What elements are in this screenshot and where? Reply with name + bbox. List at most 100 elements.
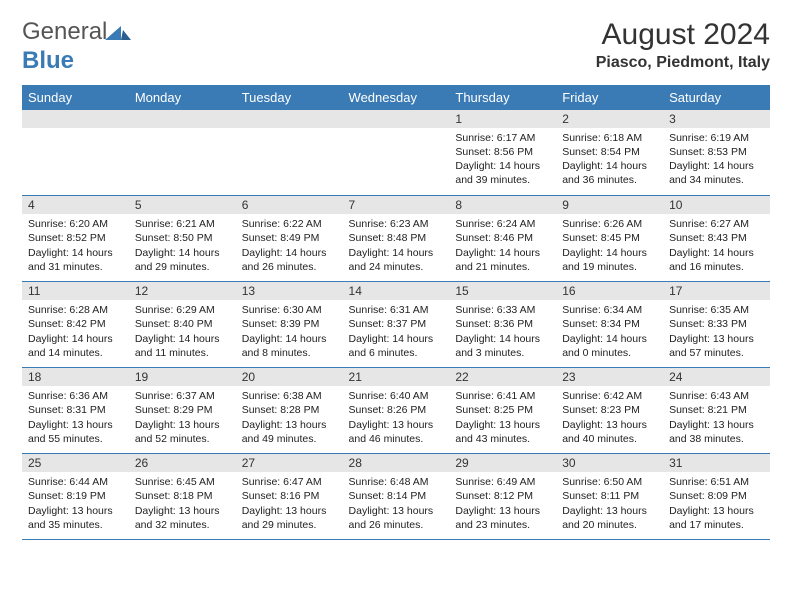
calendar-page: GeneralBlue August 2024 Piasco, Piedmont…: [0, 0, 792, 550]
calendar-day-cell: 2Sunrise: 6:18 AMSunset: 8:54 PMDaylight…: [556, 110, 663, 196]
day-details: Sunrise: 6:29 AMSunset: 8:40 PMDaylight:…: [129, 300, 236, 364]
day-header: Tuesday: [236, 85, 343, 110]
calendar-day-cell: 28Sunrise: 6:48 AMSunset: 8:14 PMDayligh…: [343, 454, 450, 540]
calendar-day-cell: 26Sunrise: 6:45 AMSunset: 8:18 PMDayligh…: [129, 454, 236, 540]
day-number: 26: [129, 454, 236, 472]
calendar-day-cell: 7Sunrise: 6:23 AMSunset: 8:48 PMDaylight…: [343, 196, 450, 282]
calendar-day-cell: [129, 110, 236, 196]
day-number: 31: [663, 454, 770, 472]
day-number: 21: [343, 368, 450, 386]
day-number: 8: [449, 196, 556, 214]
day-number: 13: [236, 282, 343, 300]
day-details: Sunrise: 6:42 AMSunset: 8:23 PMDaylight:…: [556, 386, 663, 450]
day-number: 7: [343, 196, 450, 214]
day-details: Sunrise: 6:23 AMSunset: 8:48 PMDaylight:…: [343, 214, 450, 278]
brand-part1: General: [22, 18, 107, 45]
calendar-day-cell: 12Sunrise: 6:29 AMSunset: 8:40 PMDayligh…: [129, 282, 236, 368]
day-details: Sunrise: 6:45 AMSunset: 8:18 PMDaylight:…: [129, 472, 236, 536]
calendar-day-cell: 10Sunrise: 6:27 AMSunset: 8:43 PMDayligh…: [663, 196, 770, 282]
day-number: 15: [449, 282, 556, 300]
day-number: 10: [663, 196, 770, 214]
day-number: 16: [556, 282, 663, 300]
day-number: 11: [22, 282, 129, 300]
day-details: Sunrise: 6:40 AMSunset: 8:26 PMDaylight:…: [343, 386, 450, 450]
day-number: 19: [129, 368, 236, 386]
day-details: Sunrise: 6:26 AMSunset: 8:45 PMDaylight:…: [556, 214, 663, 278]
day-number: 9: [556, 196, 663, 214]
header: GeneralBlue August 2024 Piasco, Piedmont…: [22, 18, 770, 75]
day-details: Sunrise: 6:38 AMSunset: 8:28 PMDaylight:…: [236, 386, 343, 450]
title-block: August 2024 Piasco, Piedmont, Italy: [596, 18, 770, 72]
day-number: [236, 110, 343, 128]
calendar-week-row: 4Sunrise: 6:20 AMSunset: 8:52 PMDaylight…: [22, 196, 770, 282]
day-header: Thursday: [449, 85, 556, 110]
day-details: Sunrise: 6:28 AMSunset: 8:42 PMDaylight:…: [22, 300, 129, 364]
day-details: Sunrise: 6:37 AMSunset: 8:29 PMDaylight:…: [129, 386, 236, 450]
day-number: 22: [449, 368, 556, 386]
day-number: 12: [129, 282, 236, 300]
day-number: 18: [22, 368, 129, 386]
day-number: 1: [449, 110, 556, 128]
day-header: Monday: [129, 85, 236, 110]
day-number: [343, 110, 450, 128]
month-title: August 2024: [596, 18, 770, 52]
day-details: Sunrise: 6:48 AMSunset: 8:14 PMDaylight:…: [343, 472, 450, 536]
calendar-day-cell: 16Sunrise: 6:34 AMSunset: 8:34 PMDayligh…: [556, 282, 663, 368]
day-details: Sunrise: 6:24 AMSunset: 8:46 PMDaylight:…: [449, 214, 556, 278]
calendar-week-row: 18Sunrise: 6:36 AMSunset: 8:31 PMDayligh…: [22, 368, 770, 454]
calendar-day-cell: 8Sunrise: 6:24 AMSunset: 8:46 PMDaylight…: [449, 196, 556, 282]
day-details: Sunrise: 6:49 AMSunset: 8:12 PMDaylight:…: [449, 472, 556, 536]
day-header: Sunday: [22, 85, 129, 110]
calendar-day-cell: 31Sunrise: 6:51 AMSunset: 8:09 PMDayligh…: [663, 454, 770, 540]
brand-text: GeneralBlue: [22, 18, 131, 75]
day-number: 29: [449, 454, 556, 472]
day-number: 20: [236, 368, 343, 386]
calendar-day-cell: [343, 110, 450, 196]
day-details: Sunrise: 6:22 AMSunset: 8:49 PMDaylight:…: [236, 214, 343, 278]
day-number: 28: [343, 454, 450, 472]
calendar-day-cell: 21Sunrise: 6:40 AMSunset: 8:26 PMDayligh…: [343, 368, 450, 454]
calendar-day-cell: 11Sunrise: 6:28 AMSunset: 8:42 PMDayligh…: [22, 282, 129, 368]
calendar-head: SundayMondayTuesdayWednesdayThursdayFrid…: [22, 85, 770, 110]
day-number: 27: [236, 454, 343, 472]
day-details: Sunrise: 6:19 AMSunset: 8:53 PMDaylight:…: [663, 128, 770, 192]
day-details: Sunrise: 6:34 AMSunset: 8:34 PMDaylight:…: [556, 300, 663, 364]
calendar-day-cell: 9Sunrise: 6:26 AMSunset: 8:45 PMDaylight…: [556, 196, 663, 282]
calendar-day-cell: 25Sunrise: 6:44 AMSunset: 8:19 PMDayligh…: [22, 454, 129, 540]
brand-logo: GeneralBlue: [22, 18, 131, 75]
calendar-day-cell: 15Sunrise: 6:33 AMSunset: 8:36 PMDayligh…: [449, 282, 556, 368]
day-details: Sunrise: 6:27 AMSunset: 8:43 PMDaylight:…: [663, 214, 770, 278]
day-details: Sunrise: 6:50 AMSunset: 8:11 PMDaylight:…: [556, 472, 663, 536]
day-header: Wednesday: [343, 85, 450, 110]
calendar-week-row: 11Sunrise: 6:28 AMSunset: 8:42 PMDayligh…: [22, 282, 770, 368]
day-number: 25: [22, 454, 129, 472]
calendar-day-cell: 14Sunrise: 6:31 AMSunset: 8:37 PMDayligh…: [343, 282, 450, 368]
calendar-day-cell: 22Sunrise: 6:41 AMSunset: 8:25 PMDayligh…: [449, 368, 556, 454]
calendar-day-cell: 24Sunrise: 6:43 AMSunset: 8:21 PMDayligh…: [663, 368, 770, 454]
calendar-day-cell: 6Sunrise: 6:22 AMSunset: 8:49 PMDaylight…: [236, 196, 343, 282]
day-number: 17: [663, 282, 770, 300]
day-number: 5: [129, 196, 236, 214]
day-details: Sunrise: 6:21 AMSunset: 8:50 PMDaylight:…: [129, 214, 236, 278]
day-details: Sunrise: 6:20 AMSunset: 8:52 PMDaylight:…: [22, 214, 129, 278]
calendar-day-cell: 4Sunrise: 6:20 AMSunset: 8:52 PMDaylight…: [22, 196, 129, 282]
location-label: Piasco, Piedmont, Italy: [596, 54, 770, 72]
calendar-day-cell: 23Sunrise: 6:42 AMSunset: 8:23 PMDayligh…: [556, 368, 663, 454]
calendar-day-cell: 1Sunrise: 6:17 AMSunset: 8:56 PMDaylight…: [449, 110, 556, 196]
calendar-body: 1Sunrise: 6:17 AMSunset: 8:56 PMDaylight…: [22, 110, 770, 540]
calendar-day-cell: 13Sunrise: 6:30 AMSunset: 8:39 PMDayligh…: [236, 282, 343, 368]
day-details: Sunrise: 6:17 AMSunset: 8:56 PMDaylight:…: [449, 128, 556, 192]
calendar-day-cell: 5Sunrise: 6:21 AMSunset: 8:50 PMDaylight…: [129, 196, 236, 282]
calendar-day-cell: 17Sunrise: 6:35 AMSunset: 8:33 PMDayligh…: [663, 282, 770, 368]
calendar-day-cell: 19Sunrise: 6:37 AMSunset: 8:29 PMDayligh…: [129, 368, 236, 454]
calendar-day-cell: 27Sunrise: 6:47 AMSunset: 8:16 PMDayligh…: [236, 454, 343, 540]
day-number: 24: [663, 368, 770, 386]
day-number: 14: [343, 282, 450, 300]
day-details: Sunrise: 6:35 AMSunset: 8:33 PMDaylight:…: [663, 300, 770, 364]
calendar-day-cell: 29Sunrise: 6:49 AMSunset: 8:12 PMDayligh…: [449, 454, 556, 540]
brand-part2: Blue: [22, 47, 74, 74]
day-number: 2: [556, 110, 663, 128]
calendar-week-row: 1Sunrise: 6:17 AMSunset: 8:56 PMDaylight…: [22, 110, 770, 196]
day-details: Sunrise: 6:51 AMSunset: 8:09 PMDaylight:…: [663, 472, 770, 536]
day-number: 4: [22, 196, 129, 214]
